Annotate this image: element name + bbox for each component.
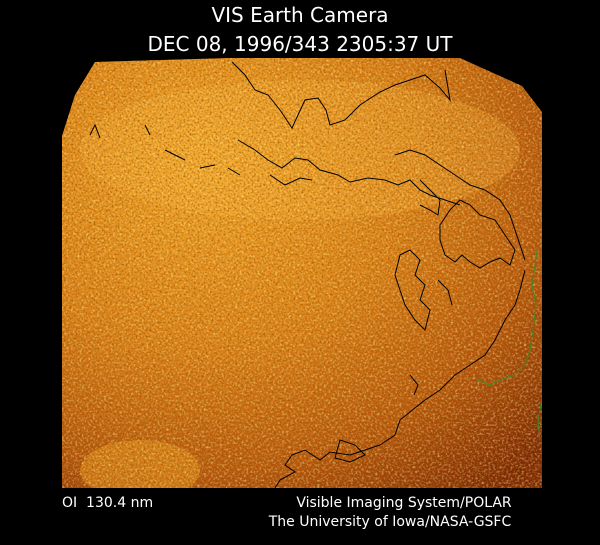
credit-line-2: The University of Iowa/NASA-GSFC: [268, 514, 512, 530]
wavelength-label: OI 130.4 nm: [62, 495, 153, 511]
credit-line-1: Visible Imaging System/POLAR: [296, 495, 512, 511]
earth-image: [62, 58, 542, 488]
coastlines: [89, 61, 526, 488]
title: VIS Earth Camera: [211, 3, 388, 27]
subtitle: DEC 08, 1996/343 2305:37 UT: [148, 32, 454, 56]
boundary-line: [477, 244, 542, 441]
